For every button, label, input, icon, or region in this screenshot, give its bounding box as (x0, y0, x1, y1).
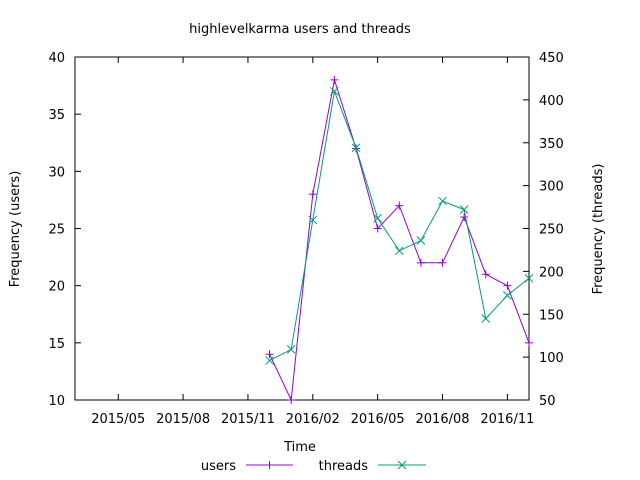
x-tick-label: 2016/02 (286, 412, 340, 427)
legend-label-users: users (201, 459, 236, 474)
y2-tick-label: 50 (539, 394, 556, 409)
data-point-threads (351, 143, 361, 153)
series-layer (265, 75, 534, 404)
data-point-threads (416, 236, 426, 245)
data-point-threads (503, 291, 512, 300)
series-line-threads (269, 89, 530, 361)
legend: users threads (201, 459, 426, 474)
series-threads (265, 86, 534, 365)
x-tick-label: 2016/05 (351, 412, 405, 427)
series-line-users (269, 79, 530, 402)
data-point-users (460, 213, 469, 222)
y-tick-label: 35 (48, 108, 65, 123)
data-point-threads (481, 314, 491, 323)
data-point-users (265, 350, 274, 359)
data-point-threads (265, 356, 274, 365)
x-tick-label: 2015/08 (156, 412, 210, 427)
x-axis-label: Time (283, 440, 316, 455)
y-tick-label: 20 (48, 280, 65, 295)
x-tick-label: 2015/11 (221, 412, 275, 427)
legend-marker-threads (397, 460, 407, 470)
data-point-users (395, 201, 404, 210)
series-users (265, 75, 533, 404)
y2-tick-label: 100 (539, 351, 564, 366)
data-point-users (308, 190, 317, 199)
y2-tick-label: 300 (539, 180, 564, 195)
y2-tick-label: 450 (539, 51, 564, 66)
data-point-threads (330, 86, 339, 96)
x-tick-label: 2016/08 (416, 412, 470, 427)
y2-tick-label: 350 (539, 137, 564, 152)
x-axis: 2015/05 2015/08 2015/11 2016/02 2016/05 2016/… (91, 57, 534, 427)
y-tick-label: 10 (48, 394, 65, 409)
x-tick-label: 2015/05 (91, 412, 145, 427)
legend-label-threads: threads (319, 459, 369, 474)
y-tick-label: 15 (48, 337, 65, 352)
y-axis-left: 10 15 20 25 30 35 40 (48, 51, 81, 409)
data-point-users (330, 75, 339, 84)
chart-title: highlevelkarma users and threads (189, 22, 411, 37)
data-point-users (438, 258, 447, 267)
data-point-users (525, 338, 533, 347)
y-axis-right: 50 100 150 200 250 300 350 400 450 (523, 51, 564, 409)
legend-marker-users (265, 461, 274, 469)
y-tick-label: 40 (48, 51, 65, 66)
data-point-users (416, 258, 425, 267)
data-point-users (287, 396, 296, 404)
data-point-users (503, 281, 512, 290)
data-point-users (481, 270, 490, 279)
y2-tick-label: 400 (539, 94, 564, 109)
data-point-threads (394, 246, 404, 256)
plot-frame (74, 56, 530, 401)
plot-border (74, 56, 530, 401)
y2-tick-label: 200 (539, 265, 564, 280)
data-point-threads (524, 273, 534, 283)
data-point-threads (373, 213, 383, 223)
data-point-users (373, 224, 382, 233)
y-axis-label: Frequency (users) (8, 171, 23, 288)
y-tick-label: 30 (48, 165, 65, 180)
data-point-threads (308, 215, 318, 225)
data-point-threads (438, 196, 447, 206)
x-tick-label: 2016/11 (480, 412, 534, 427)
y-tick-label: 25 (48, 223, 65, 238)
y2-axis-label: Frequency (threads) (591, 164, 606, 295)
data-point-threads (286, 345, 296, 354)
data-point-threads (459, 205, 469, 214)
y2-tick-label: 250 (539, 223, 564, 238)
y2-tick-label: 150 (539, 308, 564, 323)
